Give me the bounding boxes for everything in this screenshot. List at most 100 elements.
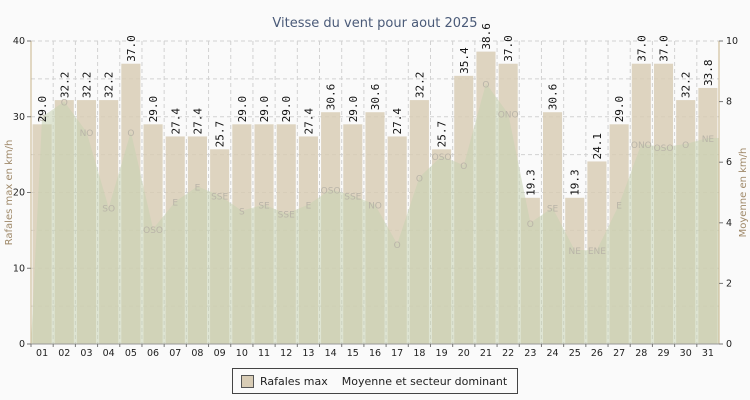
chart-title: Vitesse du vent pour aout 2025 bbox=[272, 16, 478, 31]
direction-label: SE bbox=[258, 202, 270, 212]
x-tick-label: 30 bbox=[680, 348, 692, 359]
x-tick-label: 23 bbox=[524, 348, 536, 359]
direction-label: SE bbox=[547, 205, 559, 215]
bar-value-label: 38.6 bbox=[480, 23, 493, 50]
x-tick-label: 26 bbox=[591, 348, 603, 359]
y2-axis-title: Moyenne en km/h bbox=[738, 148, 749, 238]
x-tick-label: 07 bbox=[169, 348, 181, 359]
direction-label: O bbox=[127, 129, 134, 139]
x-tick-label: 25 bbox=[569, 348, 581, 359]
x-tick-label: 12 bbox=[280, 348, 292, 359]
direction-label: E bbox=[195, 183, 201, 193]
x-tick-label: 14 bbox=[325, 348, 337, 359]
direction-label: OSO bbox=[432, 153, 452, 163]
y2-tick-label: 8 bbox=[726, 97, 732, 108]
bar-value-label: 32.2 bbox=[103, 72, 116, 99]
x-tick-label: 19 bbox=[436, 348, 448, 359]
x-tick-label: 27 bbox=[613, 348, 625, 359]
x-tick-label: 21 bbox=[480, 348, 492, 359]
direction-label: O bbox=[527, 220, 534, 230]
direction-label: E bbox=[172, 199, 178, 209]
x-tick-label: 22 bbox=[502, 348, 514, 359]
bar-value-label: 29.0 bbox=[613, 96, 626, 123]
x-tick-label: 24 bbox=[547, 348, 559, 359]
bar-value-label: 35.4 bbox=[458, 47, 471, 74]
legend-swatch-gusts bbox=[241, 374, 254, 388]
direction-label: O bbox=[416, 174, 423, 184]
x-tick-label: 31 bbox=[702, 348, 714, 359]
direction-label: O bbox=[482, 80, 489, 90]
direction-label: E bbox=[616, 202, 622, 212]
direction-label: OSO bbox=[143, 226, 163, 236]
direction-label: NO bbox=[368, 202, 382, 212]
area-average bbox=[31, 83, 719, 345]
direction-label: ONO bbox=[631, 141, 652, 151]
bar-value-label: 27.4 bbox=[302, 108, 315, 135]
bar-value-label: 29.0 bbox=[258, 96, 271, 123]
x-tick-label: 15 bbox=[347, 348, 359, 359]
bar-value-label: 27.4 bbox=[191, 108, 204, 135]
y2-tick-label: 10 bbox=[726, 36, 738, 47]
bar-value-label: 37.0 bbox=[635, 35, 648, 62]
bar-value-label: 27.4 bbox=[391, 108, 404, 135]
direction-label: OSO bbox=[321, 186, 341, 196]
x-tick-label: 17 bbox=[391, 348, 403, 359]
direction-label: O bbox=[460, 162, 467, 172]
x-tick-label: 03 bbox=[80, 348, 92, 359]
direction-label: SSE bbox=[278, 211, 295, 221]
legend: Rafales max Moyenne et secteur dominant bbox=[232, 368, 518, 394]
bar-value-label: 37.0 bbox=[658, 35, 671, 62]
direction-label: O bbox=[39, 114, 46, 124]
y-tick-label: 40 bbox=[13, 36, 25, 47]
direction-label: O bbox=[61, 99, 68, 109]
bar-value-label: 32.2 bbox=[413, 72, 426, 99]
direction-label: NO bbox=[80, 129, 94, 139]
x-tick-label: 18 bbox=[413, 348, 425, 359]
direction-label: O bbox=[682, 141, 689, 151]
x-tick-label: 20 bbox=[458, 348, 470, 359]
direction-label: E bbox=[306, 202, 312, 212]
direction-label: NE bbox=[569, 247, 582, 257]
x-tick-label: 16 bbox=[369, 348, 381, 359]
y-tick-label: 20 bbox=[13, 188, 25, 199]
bar-value-label: 19.3 bbox=[524, 169, 537, 196]
direction-label: SSE bbox=[211, 193, 228, 203]
y-tick-label: 30 bbox=[13, 112, 25, 123]
direction-label: SSE bbox=[344, 193, 361, 203]
x-tick-label: 01 bbox=[36, 348, 48, 359]
legend-label-gusts: Rafales max bbox=[260, 374, 328, 388]
bar-value-label: 32.2 bbox=[680, 72, 693, 99]
x-tick-label: 02 bbox=[58, 348, 70, 359]
bar-value-label: 30.6 bbox=[325, 84, 338, 111]
bar-value-label: 33.8 bbox=[702, 59, 715, 86]
x-tick-label: 06 bbox=[147, 348, 159, 359]
direction-label: ONO bbox=[498, 111, 519, 121]
x-tick-label: 28 bbox=[635, 348, 647, 359]
x-tick-label: 09 bbox=[214, 348, 226, 359]
bar-value-label: 37.0 bbox=[125, 35, 138, 62]
bar-value-label: 29.0 bbox=[147, 96, 160, 123]
bar-value-label: 32.2 bbox=[80, 72, 93, 99]
bar-value-label: 29.0 bbox=[347, 96, 360, 123]
bar-value-label: 29.0 bbox=[36, 96, 49, 123]
bar-value-label: 27.4 bbox=[169, 108, 182, 135]
x-tick-label: 10 bbox=[236, 348, 248, 359]
x-tick-label: 04 bbox=[103, 348, 115, 359]
bar-value-label: 25.7 bbox=[214, 121, 227, 148]
bar-value-label: 24.1 bbox=[591, 133, 604, 160]
x-tick-label: 08 bbox=[191, 348, 203, 359]
direction-label: O bbox=[394, 241, 401, 251]
bar-value-label: 32.2 bbox=[58, 72, 71, 99]
legend-label-average: Moyenne et secteur dominant bbox=[341, 374, 508, 388]
bar-value-label: 37.0 bbox=[502, 35, 515, 62]
y2-tick-label: 2 bbox=[726, 278, 732, 289]
y-tick-label: 0 bbox=[19, 339, 25, 350]
bar-value-label: 29.0 bbox=[236, 96, 249, 123]
bar-value-label: 30.6 bbox=[369, 84, 382, 111]
y2-tick-label: 4 bbox=[726, 218, 732, 229]
x-tick-label: 11 bbox=[258, 348, 270, 359]
direction-label: OSO bbox=[654, 144, 674, 154]
x-tick-label: 29 bbox=[657, 348, 669, 359]
y-axis-title: Rafales max en km/h bbox=[4, 140, 15, 246]
